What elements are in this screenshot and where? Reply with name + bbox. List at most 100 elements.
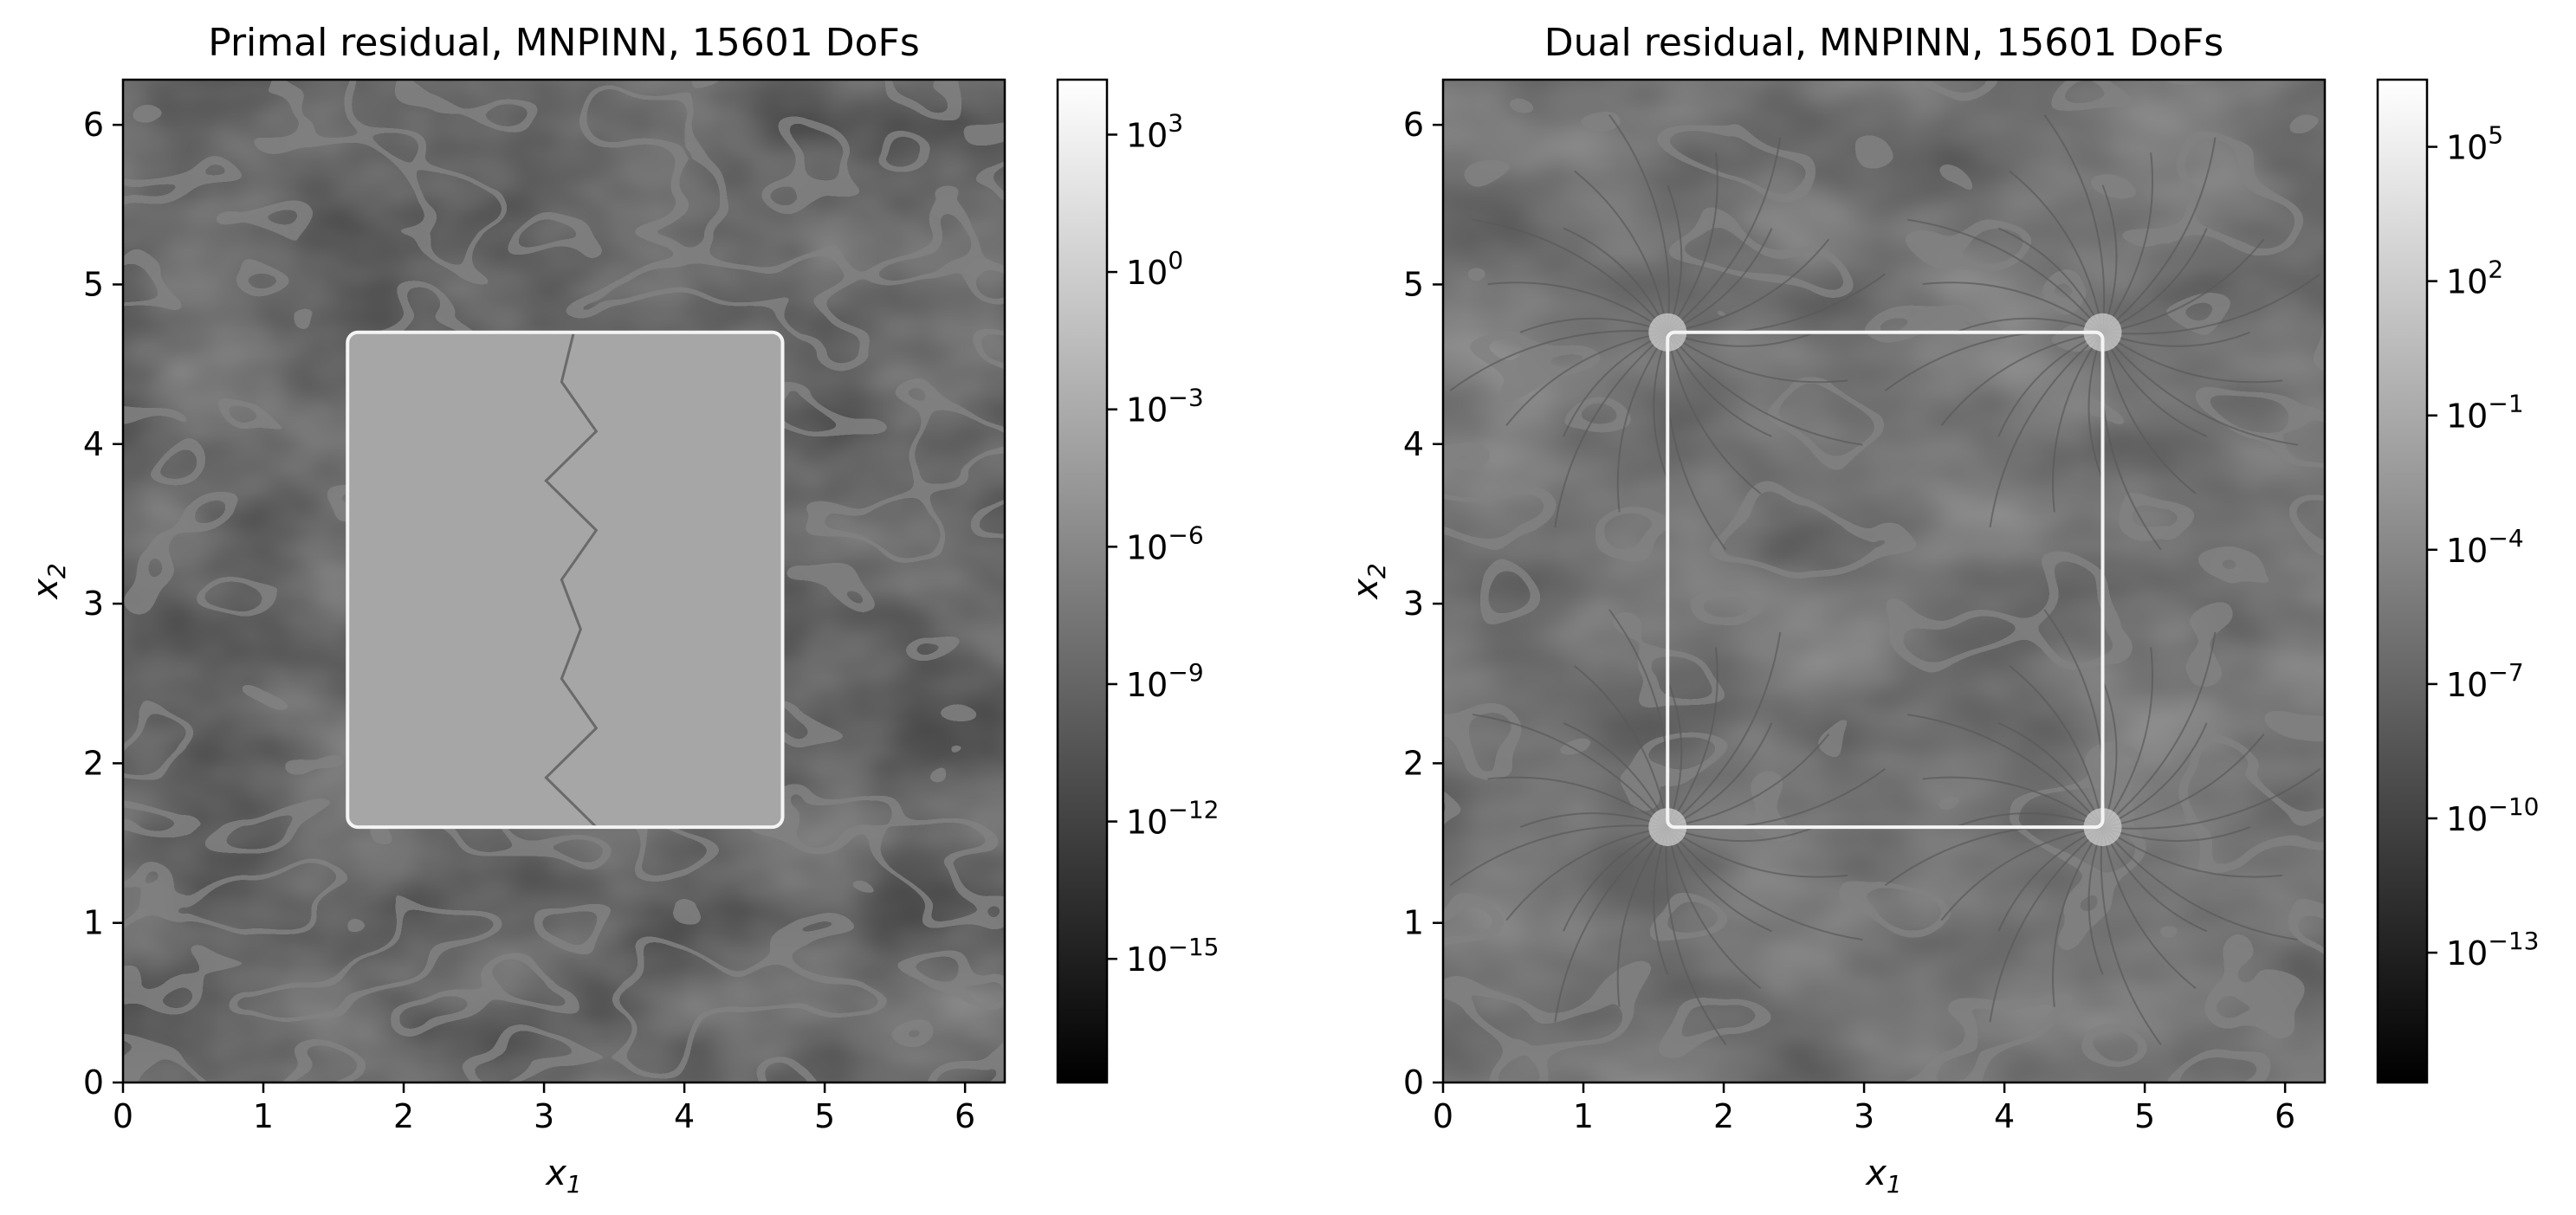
y-tick-label: 2 — [1403, 744, 1424, 782]
y-tick-label: 1 — [1403, 904, 1424, 942]
corner-ray — [1667, 332, 1863, 446]
corner-ray — [1554, 331, 1668, 528]
colorbar-ticks: 103 100 10−3 10−6 10−9 10−12 10−15 — [1107, 108, 1219, 979]
corner-ray — [1667, 332, 1762, 494]
corner-ray — [1505, 826, 1668, 921]
x-tick-label: 6 — [955, 1097, 975, 1135]
x-tick-label: 5 — [814, 1097, 835, 1135]
corner-ray — [2009, 170, 2104, 333]
x-axis-label: x1 — [1864, 1154, 1902, 1199]
corner-ray — [1487, 281, 1668, 333]
colorbar: 105 102 10−1 10−4 10−7 10−10 10−13 — [2376, 78, 2539, 1084]
x-tick-label: 2 — [393, 1097, 414, 1135]
x-tick-label: 0 — [113, 1097, 133, 1135]
colorbar-gradient — [1056, 78, 1109, 1084]
corner-highlight — [1648, 313, 1687, 352]
corner-ray — [2101, 826, 2197, 990]
corner-ray — [1665, 827, 1727, 1045]
corner-ray — [1574, 170, 1669, 333]
x-axis-label: x1 — [544, 1154, 582, 1199]
corner-ray — [1554, 826, 1668, 1023]
colorbar-tick-label: 10−9 — [1126, 658, 1204, 704]
corner-ray — [1667, 631, 1782, 828]
inner-box-outline — [1666, 330, 2105, 830]
colorbar-tick-label: 100 — [1126, 246, 1183, 292]
x-tick-label: 0 — [1433, 1097, 1453, 1135]
corner-ray — [1667, 137, 1782, 333]
corner-ray — [1667, 331, 1848, 384]
x-tick-label: 6 — [2275, 1097, 2295, 1135]
x-tick-label: 5 — [2134, 1097, 2155, 1135]
corner-ray — [1667, 826, 1848, 878]
x-tick-label: 4 — [1994, 1097, 2015, 1135]
corner-ray — [1989, 331, 2104, 528]
corner-ray — [1487, 776, 1668, 828]
corner-ray — [1667, 152, 1718, 333]
y-tick-label: 5 — [1403, 265, 1424, 303]
panel-primal: Primal residual, MNPINN, 15601 DoFs 0 1 2 3… — [26, 21, 1219, 1199]
colorbar-tick-label: 10−10 — [2446, 792, 2539, 838]
panel-dual: Dual residual, MNPINN, 15601 DoFs 0 1 2 3 4 5… — [1346, 21, 2539, 1199]
corner-ray — [1574, 665, 1669, 828]
colorbar-tick-label: 10−12 — [1126, 796, 1219, 842]
y-tick-label: 2 — [83, 744, 104, 782]
corner-ray — [2052, 826, 2104, 1007]
y-axis-label: x2 — [26, 563, 71, 601]
y-tick-label: 4 — [83, 425, 104, 463]
corner-ray — [2101, 631, 2217, 828]
inner-region — [347, 332, 783, 828]
corner-ray — [1505, 331, 1668, 426]
corner-ray — [1940, 826, 2103, 921]
corner-ray — [2102, 238, 2265, 333]
corner-ray — [1922, 776, 2104, 828]
corner-ray — [1922, 281, 2104, 333]
inner-divide-line — [544, 332, 599, 829]
y-tick-label: 1 — [83, 904, 104, 942]
corner-ray — [1616, 332, 1669, 513]
colorbar: 103 100 10−3 10−6 10−9 10−12 10−15 — [1056, 78, 1219, 1084]
corner-ray — [2101, 332, 2197, 494]
colorbar-tick-label: 10−6 — [1126, 520, 1204, 566]
corner-ray — [2101, 332, 2298, 446]
y-axis: 0 1 2 3 4 5 6 — [83, 106, 123, 1102]
x-tick-label: 2 — [1713, 1097, 1734, 1135]
colorbar-tick-label: 102 — [2446, 255, 2503, 301]
heatmap-area — [123, 80, 1005, 1083]
corner-ray — [2043, 114, 2106, 333]
corner-ray — [1449, 330, 1668, 391]
corner-ray — [2102, 273, 2321, 335]
corner-ray — [2052, 332, 2104, 513]
corner-ray — [2102, 733, 2265, 829]
corner-ray — [1667, 238, 1830, 333]
corner-ray — [1940, 331, 2103, 426]
corner-ray — [1472, 218, 1669, 333]
y-axis-label: x2 — [1346, 563, 1391, 601]
y-tick-label: 0 — [83, 1063, 104, 1102]
corner-ray — [2102, 768, 2321, 830]
y-axis: 0 1 2 3 4 5 6 — [1403, 106, 1443, 1102]
corner-ray — [1667, 733, 1830, 829]
corner-ray — [1667, 826, 1762, 990]
corner-ray — [1667, 826, 1863, 941]
corner-ray — [2101, 826, 2283, 878]
corner-ray — [1472, 714, 1669, 828]
y-tick-label: 0 — [1403, 1063, 1424, 1102]
chart-title: Dual residual, MNPINN, 15601 DoFs — [1544, 21, 2223, 65]
corner-ray — [1907, 218, 2104, 333]
corner-highlight — [1648, 808, 1687, 847]
colorbar-tick-label: 10−7 — [2446, 658, 2524, 704]
colorbar-tick-label: 10−15 — [1126, 933, 1219, 979]
corner-ray — [2009, 665, 2104, 828]
corner-ray — [1449, 824, 1668, 887]
x-axis: 0 1 2 3 4 5 6 — [1433, 1083, 2295, 1135]
heatmap-contours — [1443, 80, 2325, 1083]
x-tick-label: 4 — [674, 1097, 695, 1135]
corner-ray — [2101, 152, 2154, 333]
colorbar-ticks: 105 102 10−1 10−4 10−7 10−10 10−13 — [2427, 121, 2539, 973]
heatmap-area — [1443, 80, 2325, 1083]
corner-highlight — [2083, 808, 2122, 847]
y-tick-label: 3 — [1403, 585, 1424, 623]
colorbar-tick-label: 10−3 — [1126, 384, 1204, 430]
corner-ray — [2101, 137, 2217, 333]
corner-ray — [1989, 826, 2104, 1023]
